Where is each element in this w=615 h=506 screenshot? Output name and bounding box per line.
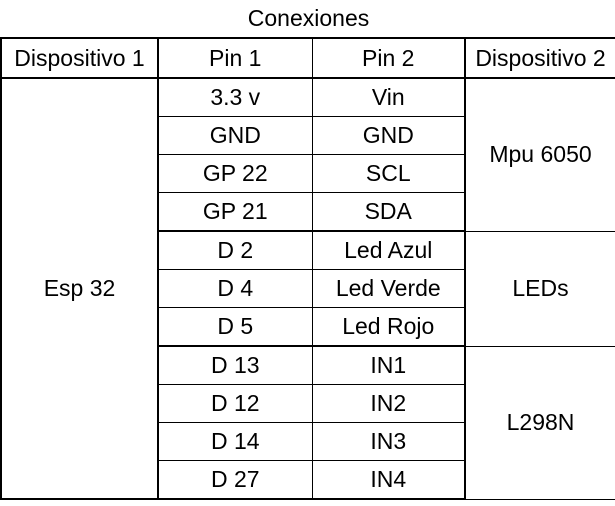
table-row: D 14 IN3	[1, 422, 615, 461]
header-pin-2: Pin 2	[311, 38, 466, 79]
header-device-2: Dispositivo 2	[463, 38, 615, 79]
table-title: Conexiones	[1, 0, 615, 39]
device-1-cell: Esp 32	[0, 77, 159, 500]
pin-2-cell: IN2	[311, 384, 466, 423]
pin-1-cell: D 14	[157, 422, 313, 461]
pin-1-cell: D 4	[157, 269, 313, 308]
pin-1-cell: GND	[157, 116, 313, 155]
pin-2-cell: GND	[311, 116, 466, 155]
header-row: Dispositivo 1 Pin 1 Pin 2 Dispositivo 2	[0, 38, 615, 79]
pin-1-cell: D 5	[157, 307, 313, 347]
pin-1-cell: D 27	[157, 460, 313, 500]
pin-2-cell: Led Azul	[311, 230, 466, 270]
pin-1-cell: GP 22	[157, 154, 313, 193]
pin-1-cell: D 13	[157, 345, 313, 385]
pin-1-cell: D 12	[157, 384, 313, 423]
pin-2-cell: SDA	[311, 192, 466, 232]
header-device-1: Dispositivo 1	[0, 38, 159, 79]
device-2-cell: Mpu 6050	[463, 77, 615, 232]
pin-2-cell: SCL	[311, 154, 466, 193]
pin-2-cell: IN1	[311, 345, 466, 385]
pin-2-cell: Led Rojo	[311, 307, 466, 347]
pin-1-cell: D 2	[157, 230, 313, 270]
pin-2-cell: Vin	[311, 77, 466, 117]
table-row: GND GND	[1, 116, 615, 155]
pin-1-cell: 3.3 v	[157, 77, 313, 117]
table-row: Esp 32 3.3 v Vin Mpu 6050	[0, 77, 615, 500]
table-row: GP 22 SCL	[1, 154, 615, 193]
pin-2-cell: Led Verde	[311, 269, 466, 308]
table-row: D 13 IN1 L298N	[1, 345, 615, 500]
device-2-cell: LEDs	[463, 230, 615, 347]
table-body: Esp 32 3.3 v Vin Mpu 6050 GND GND GP 22 SCL GP 2…	[0, 77, 615, 500]
pin-2-cell: IN3	[311, 422, 466, 461]
table-row: GP 21 SDA	[1, 192, 615, 232]
table-row: D 2 Led Azul LEDs	[1, 230, 615, 347]
table-row: D 5 Led Rojo	[1, 307, 615, 347]
pin-1-cell: GP 21	[157, 192, 313, 232]
table-row: D 4 Led Verde	[1, 269, 615, 308]
header-pin-1: Pin 1	[157, 38, 313, 79]
table-row: D 27 IN4	[1, 460, 615, 500]
pin-2-cell: IN4	[311, 460, 466, 500]
table-row: D 12 IN2	[1, 384, 615, 423]
title-row: Conexiones	[1, 0, 615, 39]
device-2-cell: L298N	[463, 345, 615, 500]
